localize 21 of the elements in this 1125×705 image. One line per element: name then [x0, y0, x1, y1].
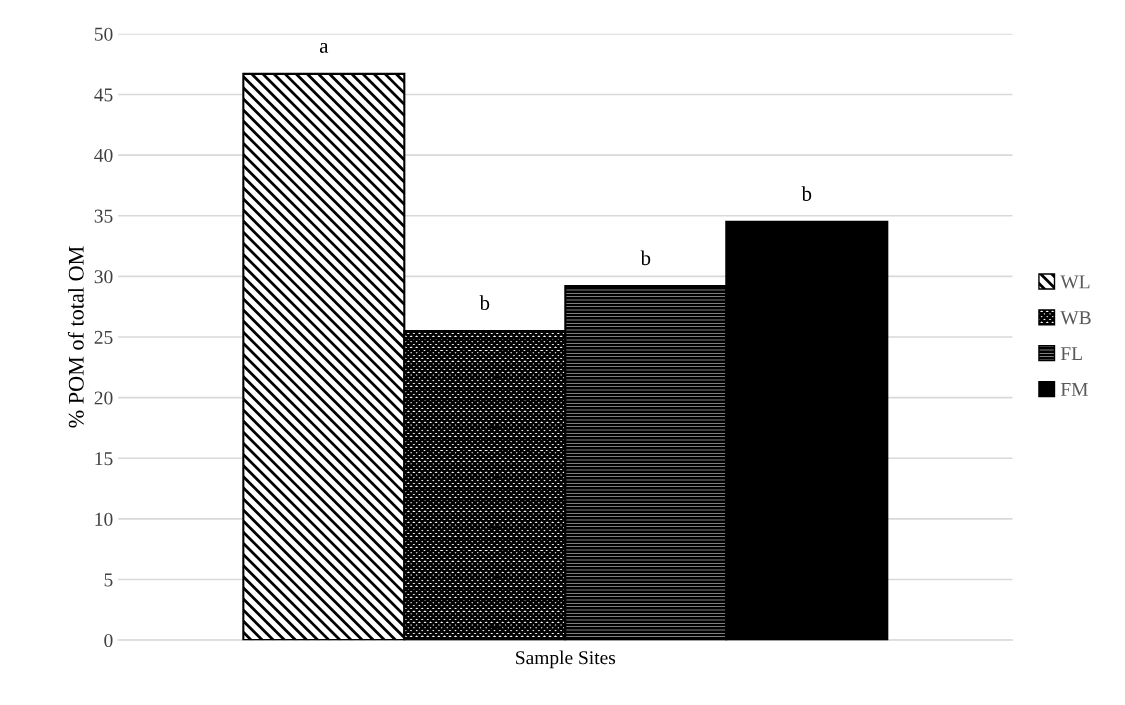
legend-label: WL [1060, 275, 1090, 289]
y-tick-label: 35 [94, 209, 113, 223]
x-axis-title: Sample Sites [516, 650, 616, 669]
y-tick-label: 20 [94, 391, 113, 405]
y-tick-label: 45 [94, 88, 113, 102]
annotation: b [640, 250, 651, 266]
y-tick-label: 30 [94, 270, 113, 284]
legend-label: FL [1060, 347, 1082, 360]
y-tick-label: 10 [95, 512, 113, 526]
y-tick-label: 15 [95, 452, 113, 466]
y-tick-label: 0 [104, 633, 113, 648]
annotation: a [319, 42, 329, 53]
annotation: b [801, 186, 812, 201]
y-tick-label: 5 [104, 573, 113, 587]
y-tick-label: 50 [94, 27, 113, 41]
y-tick-label: 25 [94, 330, 113, 344]
legend-label: FM [1060, 383, 1088, 396]
y-tick-label: 40 [94, 148, 113, 163]
y-axis-title: % POM of total OM [67, 246, 84, 428]
legend-label: WB [1060, 311, 1091, 325]
annotation: b [479, 295, 490, 311]
